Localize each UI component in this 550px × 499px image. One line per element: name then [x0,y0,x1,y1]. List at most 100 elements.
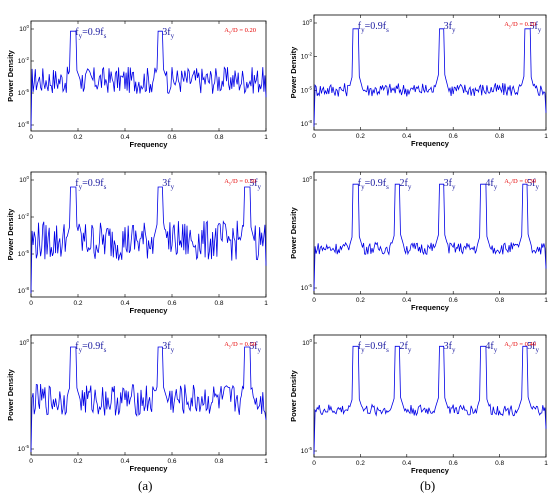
ratio-label: Ay/D = 0.20 [504,21,536,29]
chart-a3: 0 0.2 0.4 0.6 0.8 1 Frequency Power Density 100 1… [6,334,268,473]
x-tick-label: 0 [29,458,33,465]
x-tick-label: 0.4 [120,300,129,307]
x-tick-label: 1 [544,133,548,140]
y-axis-label: Power Density [6,208,15,261]
caption-b: (b) [420,478,436,493]
peak-annotation: fy=0.9fs [358,341,389,354]
spectrum-line [313,28,547,127]
y-tick-label: 10-5 [301,283,313,292]
x-tick-label: 0.8 [495,133,504,140]
y-tick-label: 10-5 [18,88,30,97]
ratio-label: Ay/D = 0.30 [504,178,536,186]
y-tick-label: 10-5 [18,249,30,258]
x-tick-label: 0.2 [73,134,82,141]
y-tick-label: 10-5 [301,85,313,94]
x-tick-label: 0.6 [449,297,458,304]
y-tick-label: 10-2 [18,212,30,221]
x-tick-label: 1 [264,458,268,465]
ratio-label: Ay/D = 0.40 [504,341,536,349]
x-tick-label: 0 [312,133,316,140]
y-tick-label: 100 [302,175,312,184]
y-tick-label: 10-8 [18,286,30,295]
x-tick-label: 0 [29,300,33,307]
y-axis-label: Power Density [6,368,15,421]
plot-frame [313,334,547,458]
x-tick-label: 0.6 [449,133,458,140]
peak-annotation: 4fy [485,178,497,191]
x-tick-label: 1 [544,460,548,467]
peak-annotation: 3fy [162,27,174,40]
peak-annotation: 2fy [400,341,412,354]
ratio-label: Ay/D = 0.30 [224,178,256,186]
x-axis-label: Frequency [411,466,450,475]
y-tick-label: 10-2 [301,52,313,61]
peak-annotation: 5fy [529,21,541,34]
x-tick-label: 0.2 [356,133,365,140]
peak-annotation: 3fy [162,178,174,191]
x-tick-label: 0.8 [214,300,223,307]
y-tick-label: 10-8 [18,120,30,129]
x-tick-label: 0.8 [495,297,504,304]
plot-frame [313,171,547,295]
y-tick-label: 100 [302,338,312,347]
x-tick-label: 0 [312,297,316,304]
x-tick-label: 0.2 [73,300,82,307]
spectrum-line [313,345,547,455]
plot-frame [313,14,547,131]
x-axis-label: Frequency [130,140,169,149]
x-tick-label: 0.2 [356,297,365,304]
y-axis-label: Power Density [289,369,298,422]
peak-annotation: fy=0.9fs [358,21,389,34]
x-tick-label: 0.4 [120,458,129,465]
x-tick-label: 1 [264,134,268,141]
peak-annotation: 5fy [249,341,261,354]
y-tick-label: 100 [19,338,29,347]
spectrum-line [30,346,267,453]
peak-annotation: 3fy [444,21,456,34]
peak-annotation: 3fy [444,341,456,354]
x-axis-label: Frequency [411,303,450,312]
y-axis-label: Power Density [289,46,298,99]
peak-annotation: fy=0.9fs [75,27,106,40]
peak-annotation: fy=0.9fs [358,178,389,191]
y-tick-label: 100 [19,24,29,33]
peak-annotation: fy=0.9fs [75,341,106,354]
chart-b2: 0 0.2 0.4 0.6 0.8 1 Frequency Power Density 100 1… [289,171,548,312]
chart-b3: 0 0.2 0.4 0.6 0.8 1 Frequency Power Density 100 1… [289,334,548,475]
ratio-label: Ay/D = 0.20 [224,27,256,35]
x-axis-label: Frequency [411,139,450,148]
x-tick-label: 0 [29,134,33,141]
peak-annotation: 5fy [249,178,261,191]
peak-annotation: 4fy [485,341,497,354]
x-axis-label: Frequency [130,464,169,473]
x-tick-label: 0.6 [449,460,458,467]
plot-frame [30,171,267,298]
peak-annotation: 5fy [527,178,539,191]
x-tick-label: 0.4 [402,460,411,467]
y-tick-label: 100 [302,18,312,27]
spectrum-line [30,30,267,129]
caption-a: (a) [138,478,153,493]
x-tick-label: 0.8 [214,134,223,141]
peak-annotation: fy=0.9fs [75,178,106,191]
y-axis-label: Power Density [289,206,298,259]
x-tick-label: 0.2 [73,458,82,465]
y-tick-label: 100 [19,175,29,184]
spectrum-line [30,186,267,294]
y-tick-label: 10-5 [301,446,313,455]
ratio-label: Ay/D = 0.60 [224,341,256,349]
x-tick-label: 1 [264,300,268,307]
x-tick-label: 0.6 [167,458,176,465]
chart-a2: 0 0.2 0.4 0.6 0.8 1 Frequency Power Density 100 1… [6,171,268,315]
x-tick-label: 0 [312,460,316,467]
x-axis-label: Frequency [130,306,169,315]
chart-a1: 0 0.2 0.4 0.6 0.8 1 Frequency Power Density 100 1… [6,20,268,149]
y-tick-label: 10-5 [18,444,30,453]
peak-annotation: 3fy [162,341,174,354]
y-axis-label: Power Density [6,49,15,102]
x-tick-label: 0.8 [214,458,223,465]
x-tick-label: 0.4 [402,297,411,304]
peak-annotation: 5fy [527,341,539,354]
y-tick-label: 10-2 [18,56,30,65]
